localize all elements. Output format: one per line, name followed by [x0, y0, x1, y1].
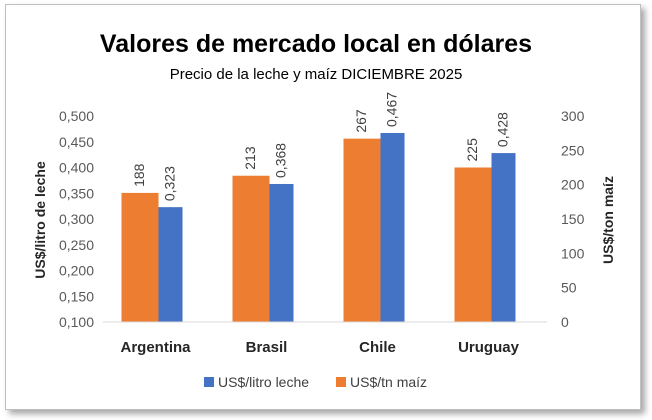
legend-label: US$/litro leche	[218, 374, 309, 390]
milk-price-bar	[158, 207, 183, 322]
left-tick-label: 0,300	[59, 211, 94, 227]
corn-value-label: 225	[464, 138, 480, 162]
milk-price-bar	[269, 183, 294, 322]
left-tick-label: 0,200	[59, 263, 94, 279]
legend-swatch	[336, 377, 346, 387]
left-tick-label: 0,400	[59, 160, 94, 176]
corn-value-label: 267	[353, 109, 369, 133]
left-tick-label: 0,450	[59, 134, 94, 150]
category-labels: Argentina Brasil Chile Uruguay	[120, 339, 519, 356]
right-tick-label: 0	[561, 314, 569, 330]
corn-price-bar	[343, 138, 381, 322]
left-axis-label: US$/litro de leche	[32, 161, 48, 279]
corn-price-bar	[121, 192, 159, 322]
right-tick-label: 150	[561, 211, 585, 227]
corn-price-bar	[454, 167, 492, 322]
milk-price-bar	[491, 153, 516, 322]
chart-subtitle: Precio de la leche y maíz DICIEMBRE 2025	[170, 66, 463, 83]
category-label: Uruguay	[458, 339, 520, 356]
right-tick-label: 200	[561, 177, 585, 193]
milk-value-label: 0,368	[273, 143, 289, 178]
corn-price-bar	[232, 175, 270, 322]
right-tick-label: 100	[561, 245, 585, 261]
legend: US$/litro leche US$/tn maíz	[204, 374, 427, 390]
milk-value-label: 0,467	[384, 92, 400, 127]
left-tick-label: 0,100	[59, 314, 94, 330]
legend-label: US$/tn maíz	[350, 374, 427, 390]
milk-value-label: 0,428	[495, 112, 511, 147]
corn-value-label: 188	[131, 163, 147, 187]
category-label: Argentina	[120, 339, 191, 356]
milk-value-label: 0,323	[162, 166, 178, 201]
legend-swatch	[204, 377, 214, 387]
category-label: Brasil	[246, 339, 288, 356]
left-tick-label: 0,500	[59, 108, 94, 124]
left-tick-label: 0,350	[59, 185, 94, 201]
left-axis-ticks: 0,100 0,150 0,200 0,250 0,300 0,350 0,400 0,450…	[59, 108, 94, 330]
right-tick-label: 250	[561, 142, 585, 158]
right-tick-label: 50	[561, 280, 577, 296]
right-axis-ticks: 0 50 100 150 200 250 300	[561, 108, 585, 330]
left-tick-label: 0,150	[59, 288, 94, 304]
category-label: Chile	[359, 339, 396, 356]
bars-group	[121, 132, 516, 322]
data-labels: 188 0,323 213 0,368 267 0,467 225 0,428	[131, 92, 511, 201]
right-tick-label: 300	[561, 108, 585, 124]
chart-title: Valores de mercado local en dólares	[100, 30, 532, 58]
corn-value-label: 213	[242, 146, 258, 170]
left-tick-label: 0,250	[59, 237, 94, 253]
chart-frame	[5, 4, 641, 410]
milk-price-bar	[380, 132, 405, 322]
right-axis-label: US$/ton maíz	[600, 176, 616, 264]
